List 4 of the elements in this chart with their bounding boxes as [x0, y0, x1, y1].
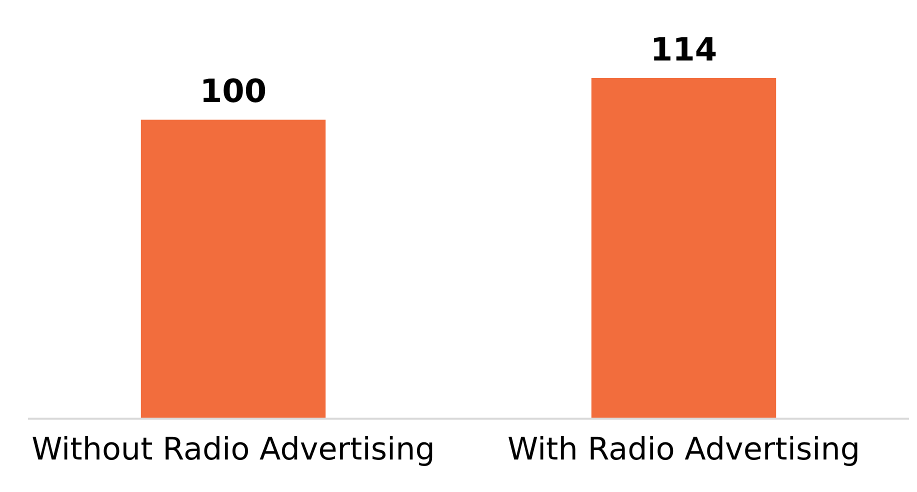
- data-label: 100: [200, 72, 267, 110]
- x-tick-label: Without Radio Advertising: [32, 431, 435, 468]
- x-tick-label: With Radio Advertising: [507, 431, 860, 468]
- data-label: 114: [650, 30, 718, 68]
